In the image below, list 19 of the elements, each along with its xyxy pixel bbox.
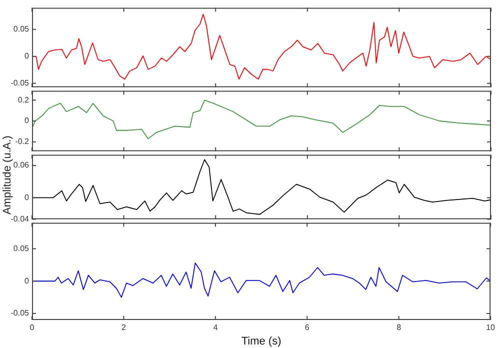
y-tick-label: 0 [24,276,30,286]
x-tick-label: 6 [304,323,310,332]
y-tick-label: 0.05 [13,244,30,253]
y-tick-label: 0 [24,192,30,202]
x-tick-label: 2 [121,323,126,332]
x-tick-label: 10 [486,323,496,332]
y-tick-label: 0 [24,116,30,126]
y-tick-label: 0.05 [13,24,30,34]
y-tick-label: -0.2 [15,137,30,146]
x-axis-title: Time (s) [241,335,282,348]
y-axis-title: Amplitude (u.A.) [0,136,13,214]
y-tick-label: 0.06 [13,160,30,170]
y-tick-label: 0.2 [18,95,30,104]
x-tick-label: 8 [396,323,402,332]
y-tick-label: -0.05 [10,308,30,318]
y-tick-label: -0.05 [10,78,30,88]
y-tick-label: -0.04 [10,214,30,224]
x-tick-label: 4 [213,323,218,332]
y-tick-label: 0 [24,52,30,61]
